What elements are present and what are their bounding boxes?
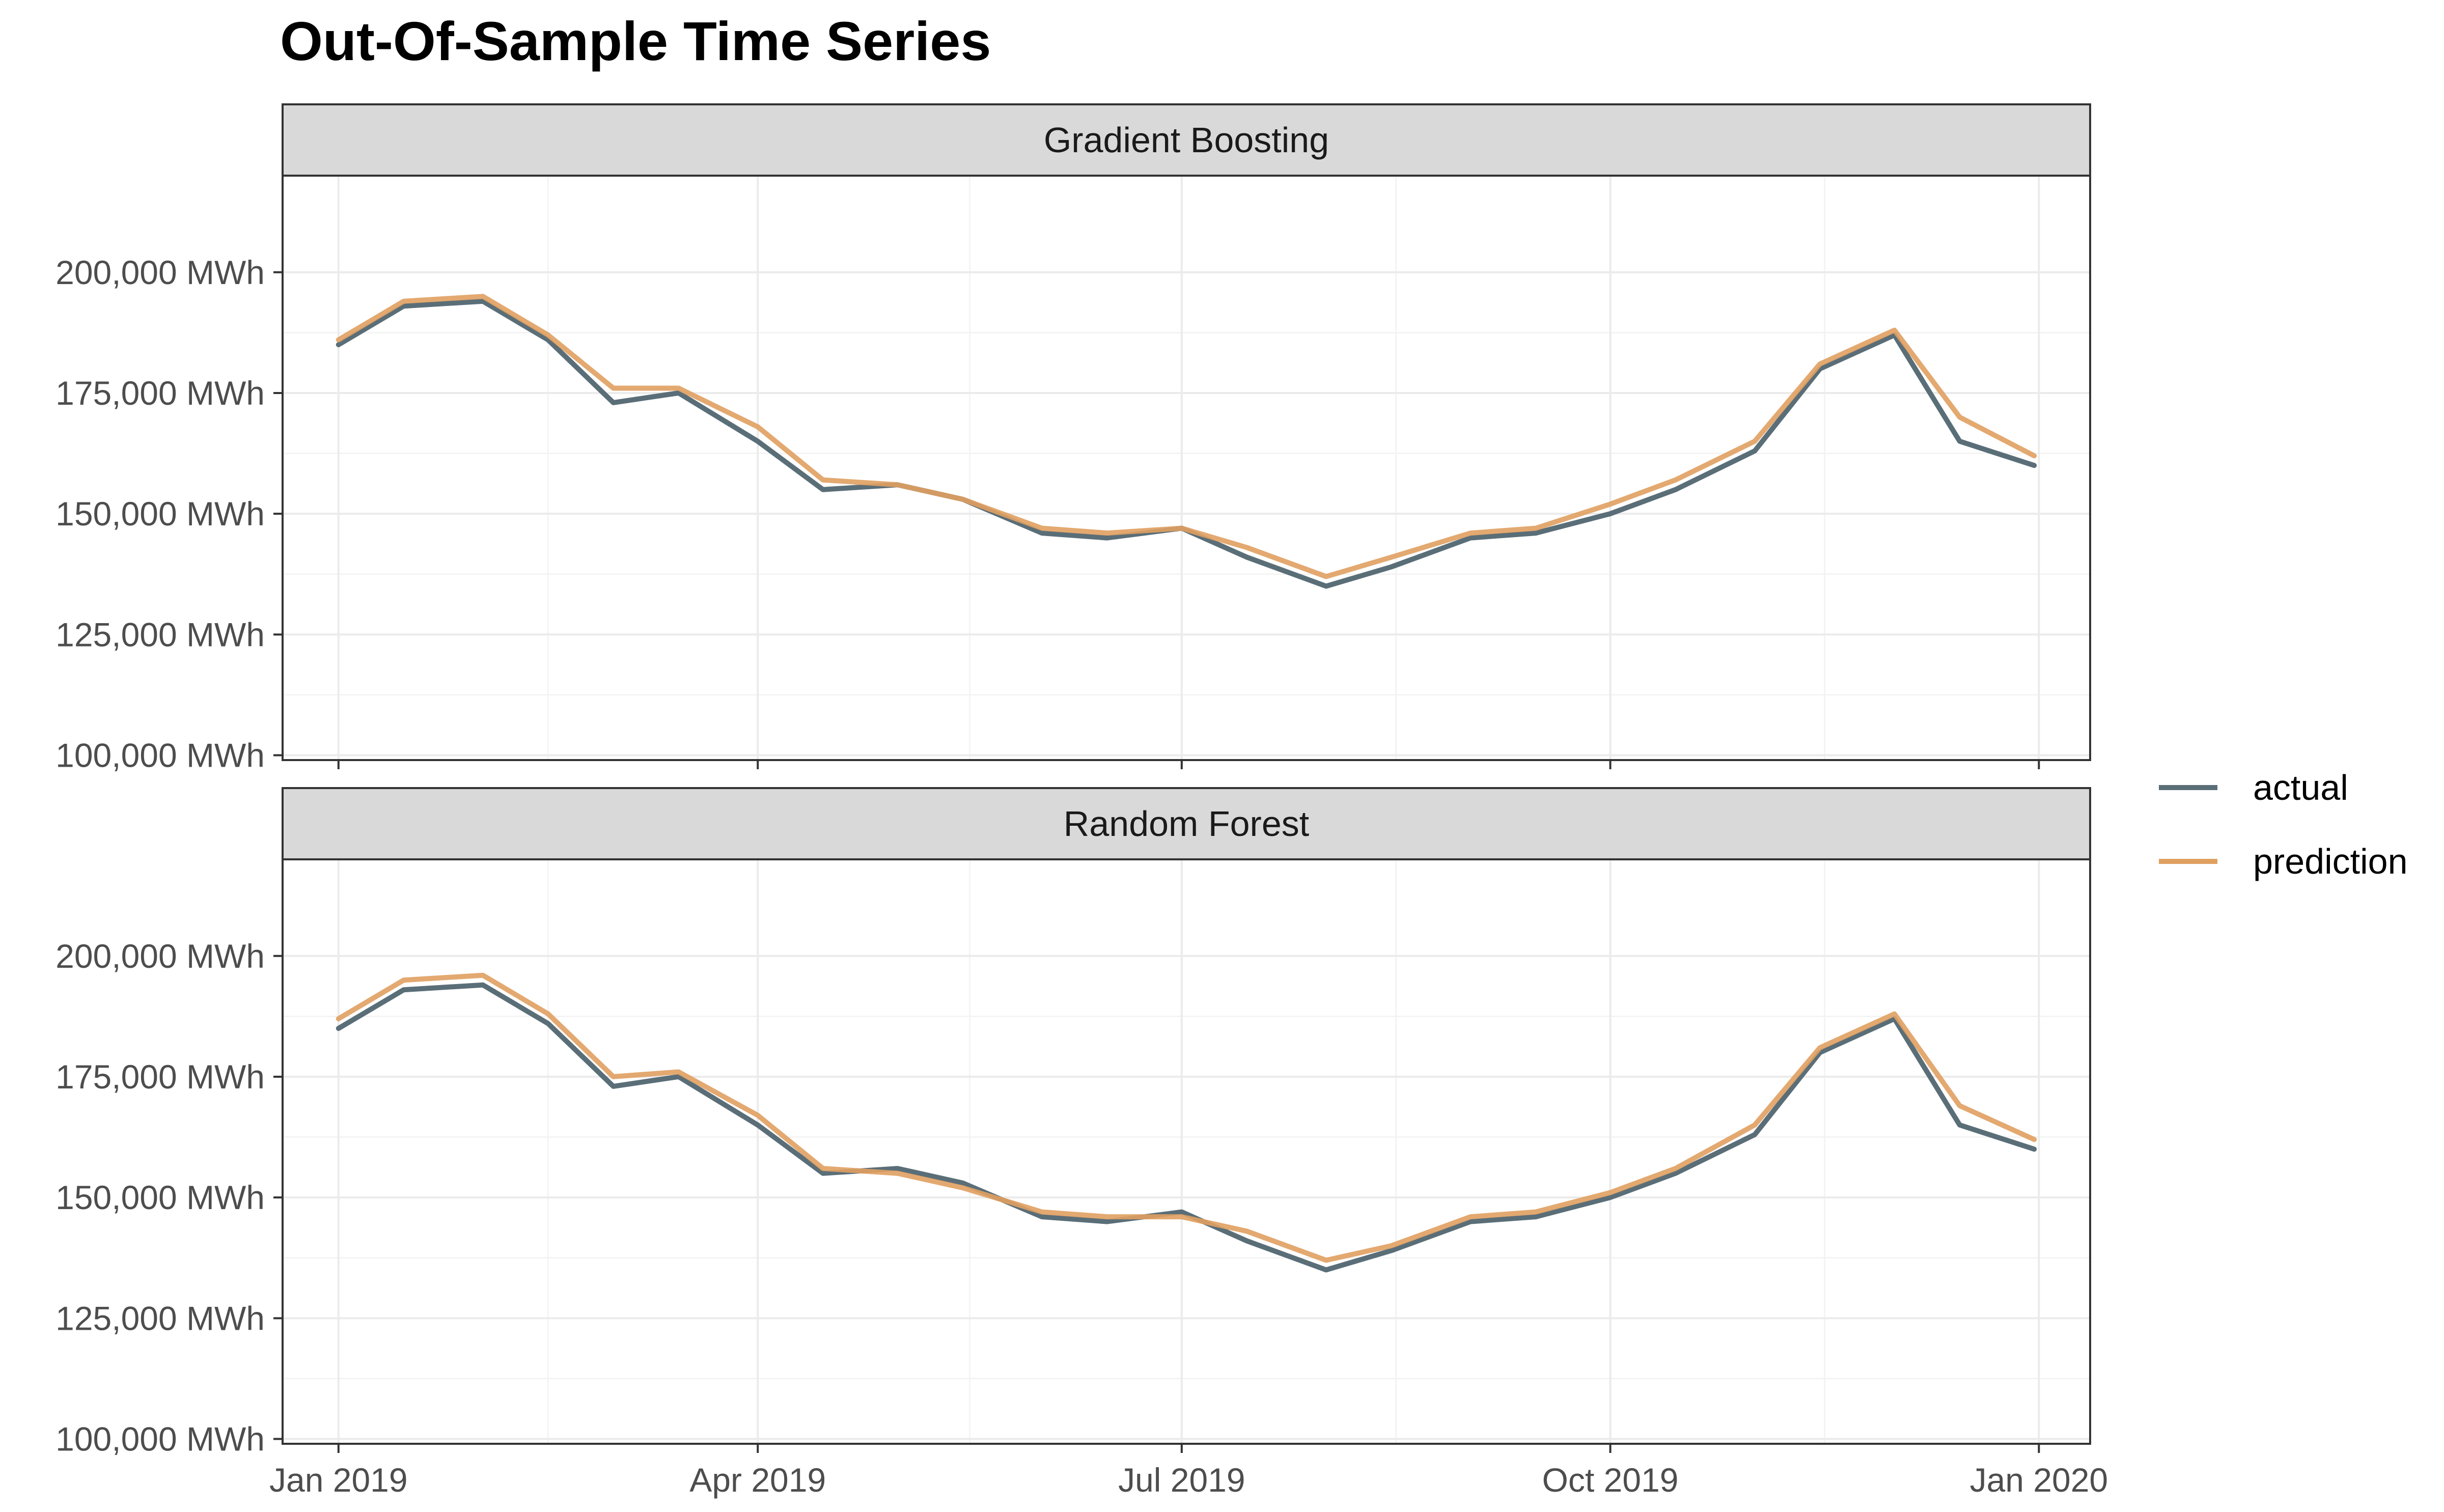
y-tick-label: 150,000 MWh	[55, 495, 265, 533]
x-tick-label: Apr 2019	[689, 1461, 826, 1499]
y-tick-label: 200,000 MWh	[55, 937, 265, 975]
y-tick-label: 125,000 MWh	[55, 1299, 265, 1337]
legend: actual prediction	[2159, 768, 2408, 881]
y-tick-label: 125,000 MWh	[55, 615, 265, 653]
x-tick-label: Oct 2019	[1542, 1461, 1679, 1499]
series-line-prediction	[336, 294, 2037, 579]
x-tick-label: Jul 2019	[1118, 1461, 1245, 1499]
facet-panels: Gradient Boosting 100,000 MWh 125,000 MWh 1…	[55, 103, 2108, 1499]
facet-strip-label: Gradient Boosting	[1044, 120, 1329, 160]
y-tick-label: 175,000 MWh	[55, 1058, 265, 1096]
y-tick-label: 100,000 MWh	[55, 737, 265, 774]
facet-strip	[282, 103, 2091, 177]
x-tick-label: Jan 2020	[1970, 1461, 2108, 1499]
series-line-prediction	[336, 972, 2037, 1263]
plot-background	[283, 176, 2090, 760]
legend-label-actual: actual	[2253, 768, 2348, 807]
chart-title: Out-Of-Sample Time Series	[280, 10, 991, 72]
facet-strip-label: Random Forest	[1064, 804, 1309, 844]
y-tick-label: 100,000 MWh	[55, 1420, 265, 1458]
y-tick-label: 175,000 MWh	[55, 374, 265, 412]
y-tick-label: 150,000 MWh	[55, 1179, 265, 1216]
legend-label-prediction: prediction	[2253, 842, 2408, 881]
facet-strip	[282, 787, 2091, 860]
panel-border	[282, 175, 2091, 761]
y-tick-label: 200,000 MWh	[55, 254, 265, 291]
plot-background	[283, 859, 2090, 1444]
series-line-actual	[336, 982, 2037, 1273]
x-tick-label: Jan 2019	[269, 1461, 408, 1499]
panel-border	[282, 858, 2091, 1445]
